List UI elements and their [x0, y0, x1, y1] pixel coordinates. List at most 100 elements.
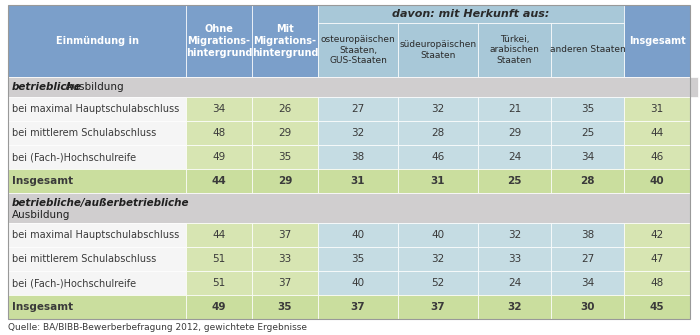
Bar: [624, 121, 690, 145]
Text: 31: 31: [430, 176, 445, 186]
Text: 34: 34: [581, 278, 594, 288]
Bar: [186, 97, 252, 121]
Text: 35: 35: [581, 104, 594, 114]
Text: 34: 34: [212, 104, 225, 114]
Bar: [186, 5, 252, 77]
Text: 49: 49: [211, 302, 226, 312]
Bar: [318, 295, 398, 319]
Bar: [398, 247, 478, 271]
Bar: [624, 295, 690, 319]
Text: bei mittlerem Schulabschluss: bei mittlerem Schulabschluss: [12, 128, 156, 138]
Text: Insgesamt: Insgesamt: [629, 36, 685, 46]
Text: 40: 40: [351, 278, 365, 288]
Text: 38: 38: [581, 230, 594, 240]
Bar: [398, 295, 478, 319]
Bar: [478, 121, 551, 145]
Bar: [398, 169, 478, 193]
Text: 37: 37: [279, 230, 292, 240]
Bar: [478, 271, 551, 295]
Text: 37: 37: [351, 302, 365, 312]
Text: bei maximal Hauptschulabschluss: bei maximal Hauptschulabschluss: [12, 104, 179, 114]
Bar: [318, 145, 398, 169]
Bar: [478, 169, 551, 193]
Text: 26: 26: [279, 104, 292, 114]
Bar: [398, 145, 478, 169]
Text: 44: 44: [212, 230, 225, 240]
Text: 35: 35: [351, 254, 365, 264]
Text: bei mittlerem Schulabschluss: bei mittlerem Schulabschluss: [12, 254, 156, 264]
Bar: [252, 247, 318, 271]
Bar: [8, 121, 186, 145]
Text: bei (Fach-)Hochschulreife: bei (Fach-)Hochschulreife: [12, 152, 136, 162]
Text: 46: 46: [431, 152, 444, 162]
Bar: [252, 5, 318, 77]
Bar: [624, 271, 690, 295]
Bar: [478, 223, 551, 247]
Bar: [478, 97, 551, 121]
Text: betriebliche/außerbetriebliche: betriebliche/außerbetriebliche: [12, 198, 190, 208]
Text: 29: 29: [278, 176, 292, 186]
Text: 35: 35: [278, 302, 293, 312]
Bar: [252, 5, 318, 23]
Text: 48: 48: [212, 128, 225, 138]
Text: 40: 40: [351, 230, 365, 240]
Text: bei maximal Hauptschulabschluss: bei maximal Hauptschulabschluss: [12, 230, 179, 240]
Bar: [186, 5, 252, 23]
Text: 33: 33: [279, 254, 292, 264]
Text: 45: 45: [650, 302, 664, 312]
Text: 27: 27: [581, 254, 594, 264]
Text: 35: 35: [279, 152, 292, 162]
Text: 29: 29: [508, 128, 521, 138]
Bar: [318, 97, 398, 121]
Text: 46: 46: [650, 152, 664, 162]
Text: 51: 51: [212, 278, 225, 288]
Text: Einmündung in: Einmündung in: [55, 36, 139, 46]
Text: Insgesamt: Insgesamt: [12, 176, 73, 186]
Bar: [186, 145, 252, 169]
Text: davon: mit Herkunft aus:: davon: mit Herkunft aus:: [392, 9, 550, 19]
Bar: [252, 97, 318, 121]
Bar: [186, 295, 252, 319]
Bar: [318, 223, 398, 247]
Text: 28: 28: [580, 176, 595, 186]
Bar: [398, 97, 478, 121]
Bar: [551, 23, 624, 77]
Bar: [551, 97, 624, 121]
Bar: [478, 23, 551, 77]
Text: 25: 25: [581, 128, 594, 138]
Text: 25: 25: [508, 176, 522, 186]
Bar: [551, 145, 624, 169]
Text: 33: 33: [508, 254, 521, 264]
Bar: [398, 271, 478, 295]
Bar: [186, 121, 252, 145]
Text: 24: 24: [508, 152, 521, 162]
Bar: [398, 23, 478, 77]
Bar: [8, 5, 186, 77]
Text: 51: 51: [212, 254, 225, 264]
Text: 32: 32: [351, 128, 365, 138]
Bar: [8, 271, 186, 295]
Text: 30: 30: [580, 302, 595, 312]
Bar: [8, 247, 186, 271]
Text: 47: 47: [650, 254, 664, 264]
Bar: [624, 223, 690, 247]
Bar: [318, 247, 398, 271]
Text: 31: 31: [650, 104, 664, 114]
Bar: [8, 145, 186, 169]
Text: 32: 32: [431, 254, 444, 264]
Text: 44: 44: [650, 128, 664, 138]
Bar: [318, 5, 624, 23]
Text: 37: 37: [430, 302, 445, 312]
Bar: [252, 121, 318, 145]
Text: Ausbildung: Ausbildung: [12, 210, 71, 220]
Text: 27: 27: [351, 104, 365, 114]
Bar: [186, 271, 252, 295]
Bar: [551, 247, 624, 271]
Text: 21: 21: [508, 104, 521, 114]
Text: 32: 32: [431, 104, 444, 114]
Text: 38: 38: [351, 152, 365, 162]
Text: Ohne
Migrations-
hintergrund: Ohne Migrations- hintergrund: [186, 24, 252, 58]
Bar: [551, 271, 624, 295]
Text: Mit
Migrations-
hintergrund: Mit Migrations- hintergrund: [252, 24, 318, 58]
Text: 32: 32: [508, 230, 521, 240]
